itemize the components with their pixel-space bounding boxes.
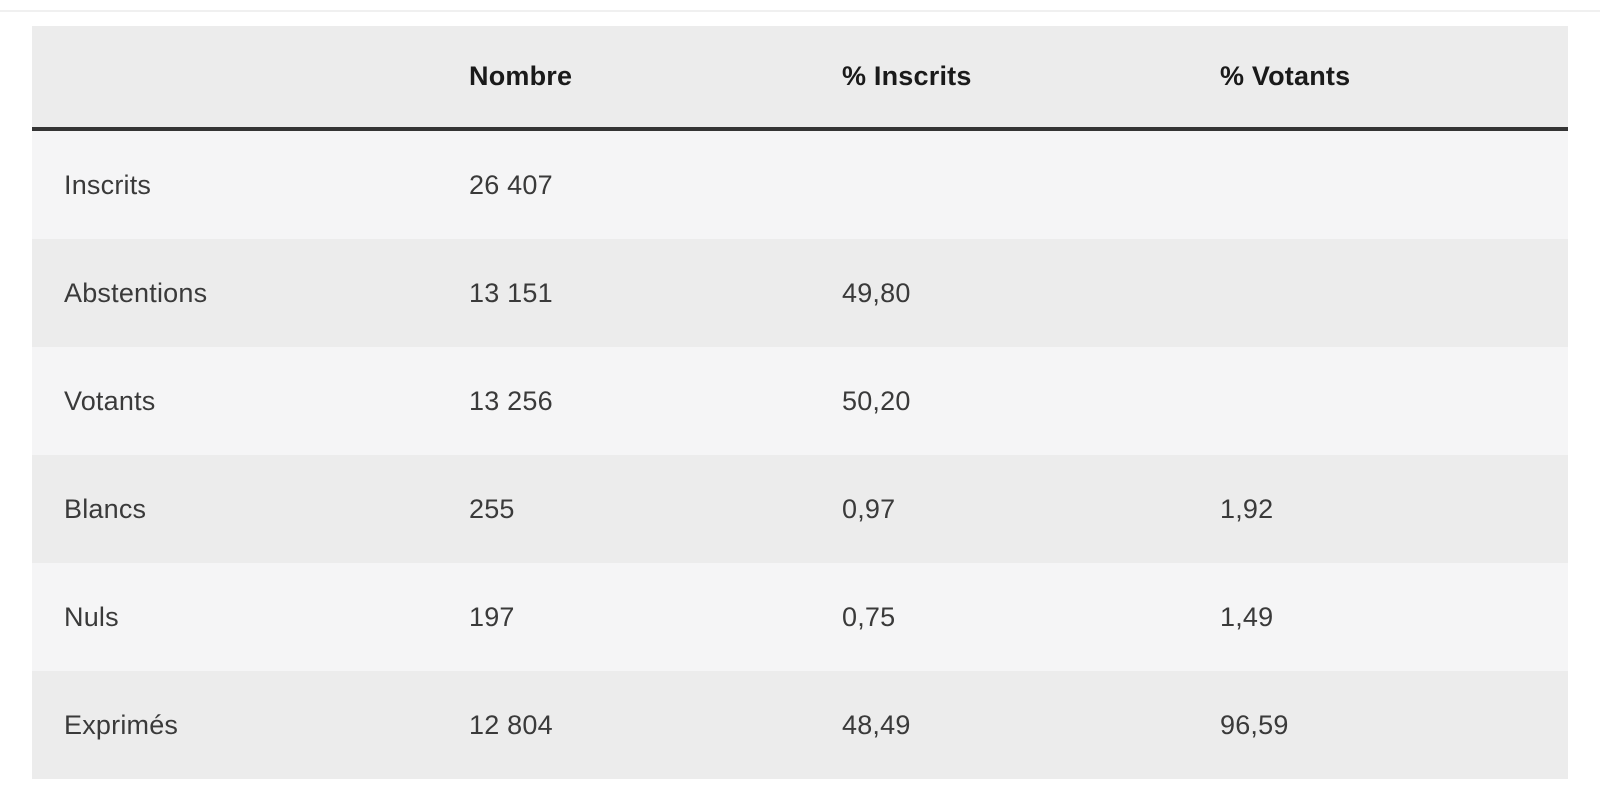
nombre-cell: 12 804 [469,709,553,740]
nombre-cell: 13 256 [469,385,553,416]
table-row: Inscrits 26 407 [32,131,1568,239]
pct-votants-cell: 1,49 [1220,601,1274,632]
nombre-cell: 26 407 [469,169,553,200]
row-label-cell: Abstentions [64,277,208,308]
header-cell-nombre: Nombre [469,61,573,91]
table-row: Exprimés 12 804 48,49 96,59 [32,671,1568,779]
top-divider [0,10,1600,12]
pct-votants-cell: 1,92 [1220,493,1274,524]
table-row: Nuls 197 0,75 1,49 [32,563,1568,671]
nombre-cell: 13 151 [469,277,553,308]
header-cell-pct-votants: % Votants [1220,61,1351,91]
row-label-cell: Exprimés [64,709,179,740]
nombre-cell: 197 [469,601,515,632]
pct-inscrits-cell: 48,49 [842,709,911,740]
pct-inscrits-cell: 50,20 [842,385,911,416]
pct-inscrits-cell: 0,75 [842,601,896,632]
table-row: Abstentions 13 151 49,80 [32,239,1568,347]
table-row: Blancs 255 0,97 1,92 [32,455,1568,563]
row-label-cell: Blancs [64,493,147,524]
nombre-cell: 255 [469,493,515,524]
pct-inscrits-cell: 0,97 [842,493,896,524]
row-label-cell: Votants [64,385,156,416]
results-table: Nombre % Inscrits % Votants Inscrits 26 … [32,26,1568,779]
table-row: Votants 13 256 50,20 [32,347,1568,455]
pct-inscrits-cell: 49,80 [842,277,911,308]
pct-votants-cell: 96,59 [1220,709,1289,740]
row-label-cell: Nuls [64,601,119,632]
table-header-row: Nombre % Inscrits % Votants [32,26,1568,131]
row-label-cell: Inscrits [64,169,152,200]
header-cell-pct-inscrits: % Inscrits [842,61,972,91]
